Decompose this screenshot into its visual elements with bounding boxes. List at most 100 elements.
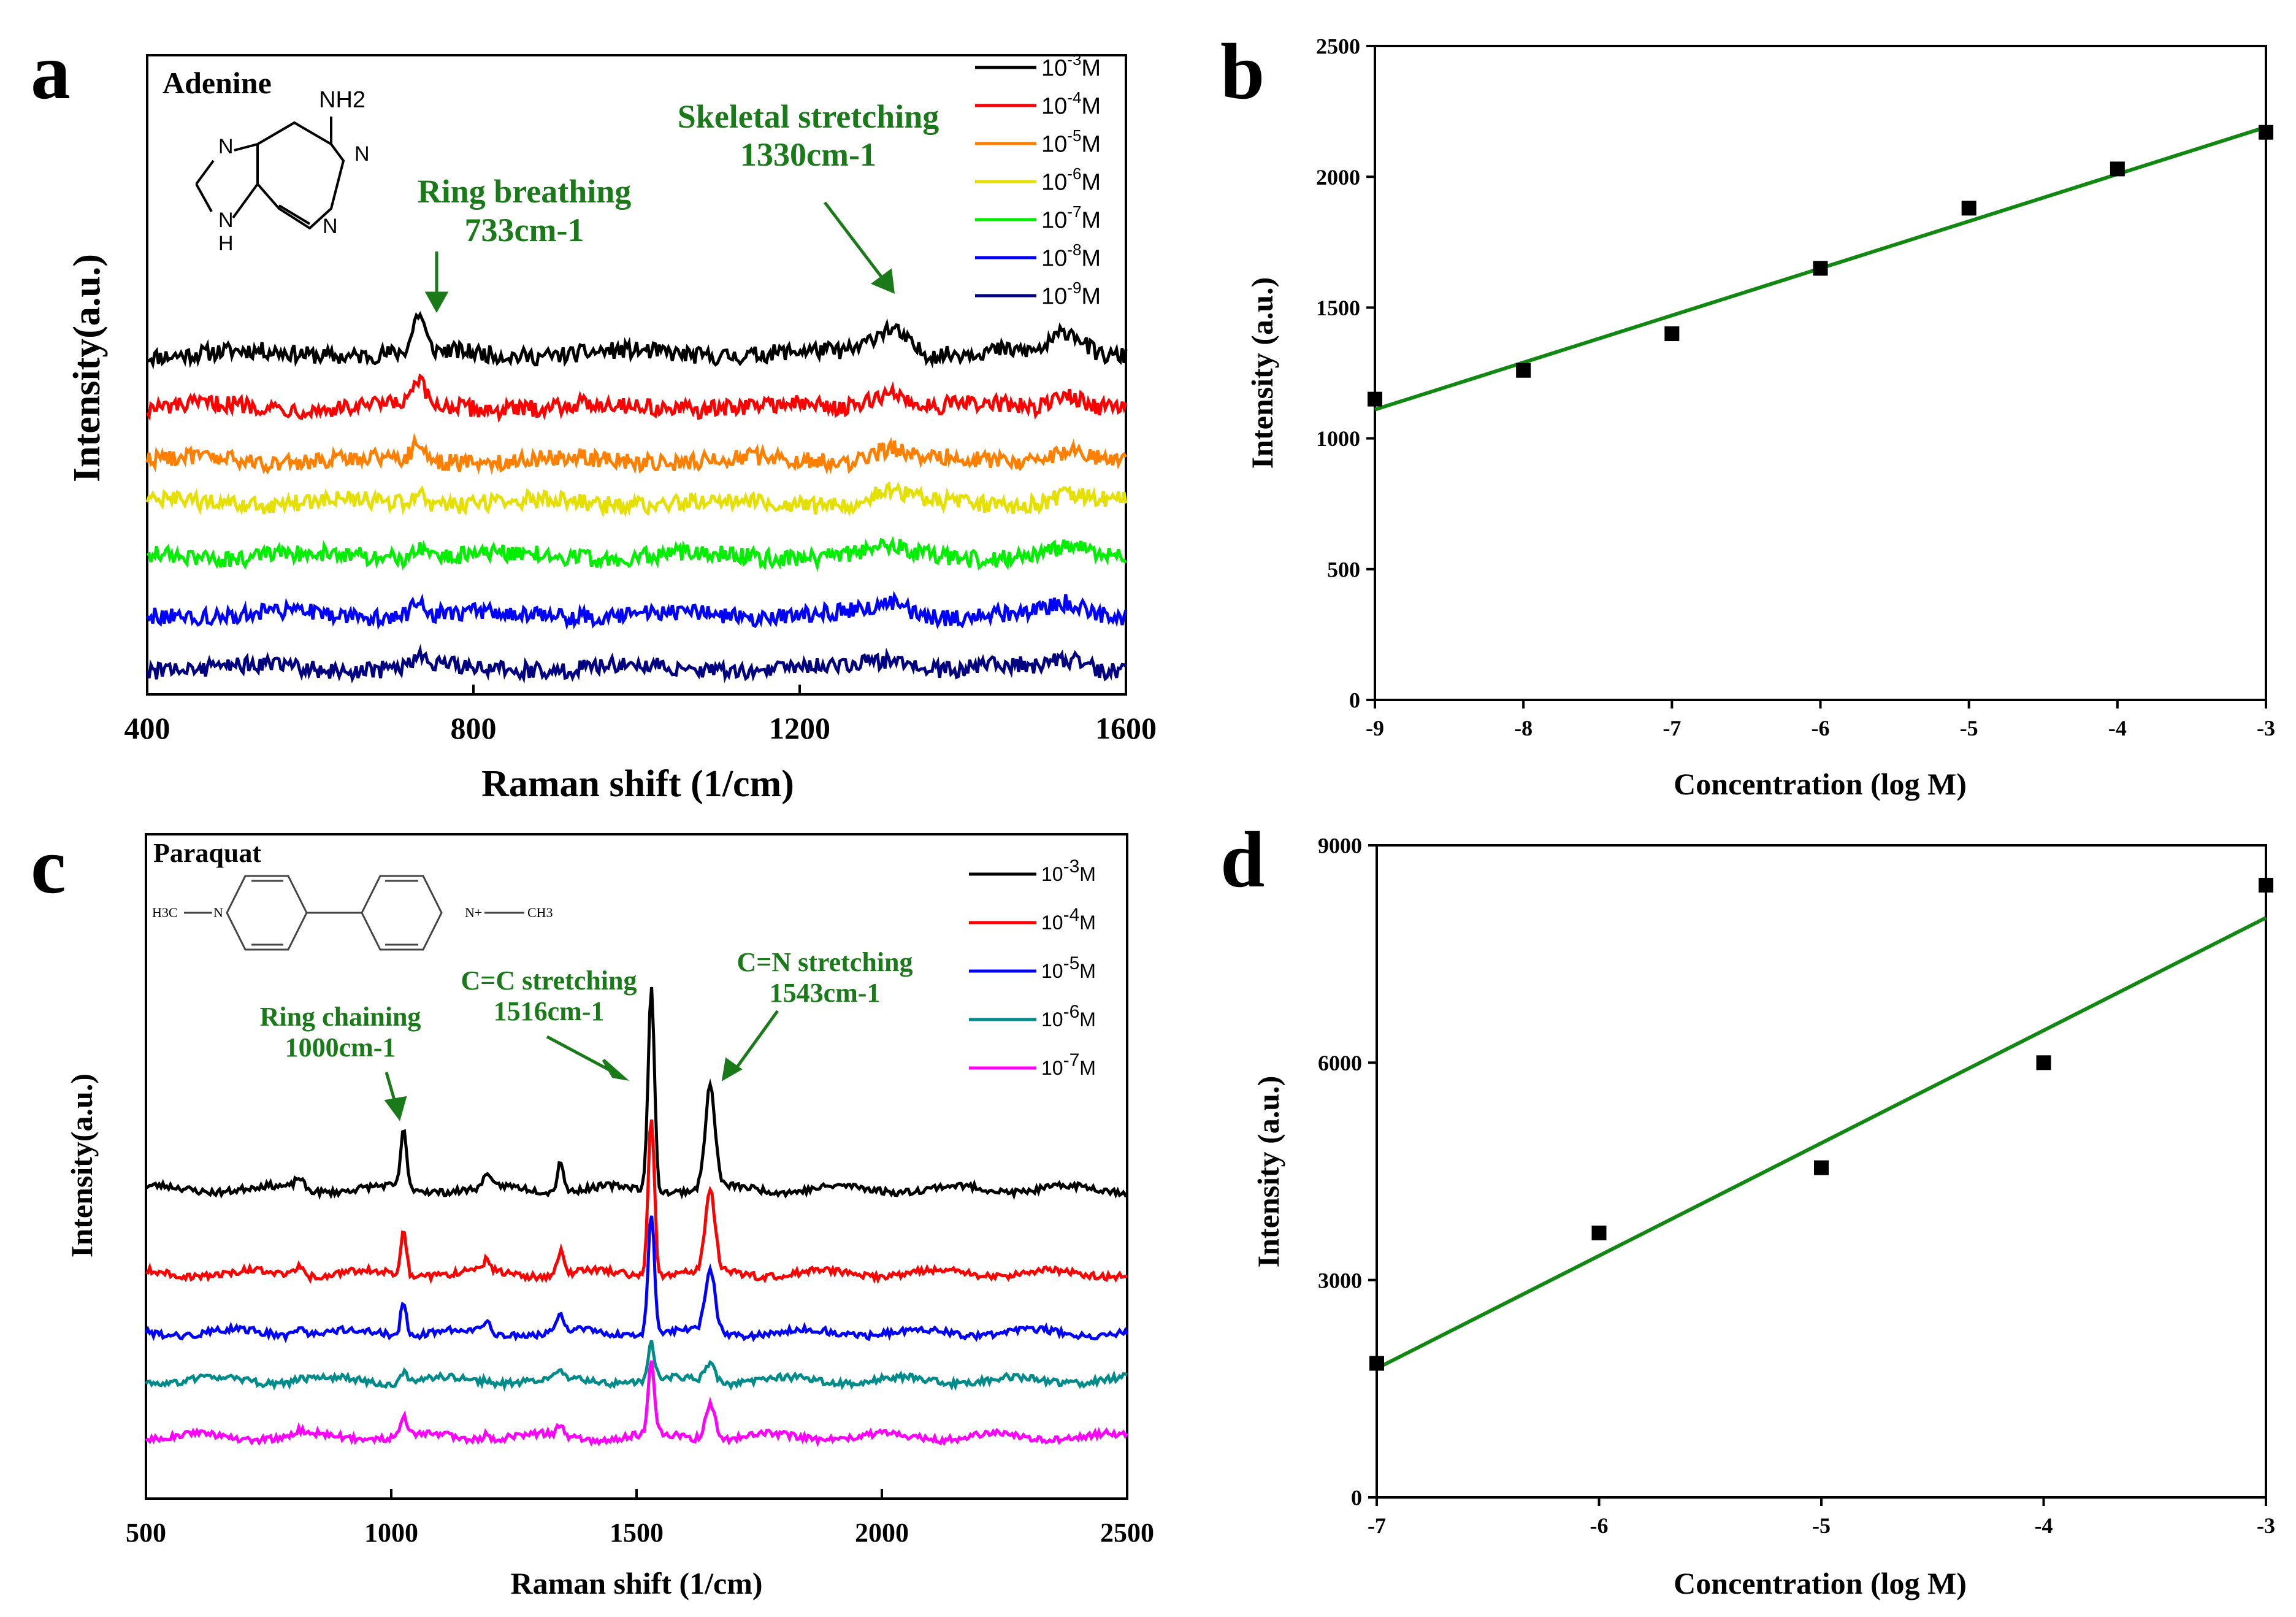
y-tick-label: 0 <box>1349 688 1360 713</box>
x-tick-label: -9 <box>1366 716 1384 740</box>
adenine-atom-n3: N <box>323 215 338 238</box>
y-tick-label: 6000 <box>1318 1051 1362 1075</box>
annotation-ring-breathing: Ring breathing 733cm-1 <box>418 173 632 248</box>
annotation-ring-breathing-value: 733cm-1 <box>465 212 584 248</box>
spectrum-line-m5 <box>144 1215 1129 1343</box>
scatter-plot-d: -7 -6 -5 -4 -3 0 3000 6000 9000 <box>1318 834 2275 1538</box>
spectrum-line-m6 <box>145 481 1128 518</box>
legend-label: 10-5M <box>1041 953 1096 982</box>
legend-label: 10-3M <box>1041 50 1101 81</box>
panel-label-d: d <box>1220 816 1265 904</box>
spectrum-line-m7 <box>145 1360 1128 1448</box>
x-tick-label: -4 <box>2035 1513 2053 1538</box>
x-ticks-c: 500 1000 1500 2000 2500 <box>126 1489 1154 1548</box>
x-ticks-a: 400 800 1200 1600 <box>124 685 1157 745</box>
molecule-name-a: Adenine <box>163 66 272 100</box>
data-point <box>1961 201 1976 216</box>
y-axis-label-a: Intensity(a.u.) <box>66 254 108 482</box>
data-point <box>1591 1225 1607 1240</box>
adenine-atom-n1: N <box>218 135 234 158</box>
y-tick-label: 2500 <box>1316 34 1360 59</box>
spectrum-line-m3 <box>147 311 1128 370</box>
x-axis-label-b: Concentration (log M) <box>1674 767 1967 801</box>
annotation-arrow-skeletal <box>824 201 884 280</box>
adenine-atom-n2: N <box>354 142 370 166</box>
spectrum-line-m3 <box>145 986 1128 1200</box>
data-point <box>2036 1055 2051 1070</box>
panel-label-c: c <box>31 822 66 910</box>
adenine-atom-h: H <box>218 232 234 255</box>
legend-label: 10-8M <box>1041 240 1101 271</box>
panel-a: a Adenine NH2 N N N N H Ring breathin <box>31 28 1157 805</box>
panel-d: d -7 -6 -5 -4 -3 0 3000 6000 9000 Intensity (a.u… <box>1220 816 2275 1600</box>
panel-b: b -9 -8 -7 -6 -5 -4 -3 0 500 1000 1500 2000 2500 Int… <box>1220 28 2275 801</box>
spectrum-line-m4 <box>145 1119 1128 1285</box>
annotation-cc-title: C=C stretching <box>461 966 637 996</box>
annotation-arrowhead-ring-breathing <box>424 291 449 313</box>
y-tick-label: 9000 <box>1318 834 1362 858</box>
data-point <box>1516 363 1531 378</box>
y-axis-label-d: Intensity (a.u.) <box>1251 1076 1285 1268</box>
annotation-ring-chaining-title: Ring chaining <box>260 1002 421 1032</box>
annotation-cc-value: 1516cm-1 <box>494 996 605 1026</box>
x-tick-label: -7 <box>1663 716 1681 740</box>
y-tick-label: 0 <box>1351 1486 1362 1510</box>
x-tick-label: -5 <box>1960 716 1978 740</box>
data-point <box>1813 261 1828 276</box>
scatter-plot-b: -9 -8 -7 -6 -5 -4 -3 0 500 1000 1500 2000 2500 <box>1316 34 2275 740</box>
data-point <box>1664 326 1680 342</box>
annotation-cn-title: C=N stretching <box>737 947 913 977</box>
molecule-name-c: Paraquat <box>153 838 261 868</box>
x-tick-label: 400 <box>124 711 170 745</box>
x-axis-label-c: Raman shift (1/cm) <box>510 1566 762 1600</box>
annotation-skeletal-title: Skeletal stretching <box>678 98 939 135</box>
adenine-atom-n4: N <box>218 209 234 232</box>
paraquat-group-ch3: CH3 <box>527 905 553 920</box>
panel-c: c Paraquat H3C N N+ CH3 Ring chaining <box>31 822 1154 1600</box>
legend-label: 10-4M <box>1041 88 1101 119</box>
y-axis-label-c: Intensity(a.u.) <box>64 1074 99 1258</box>
legend-label: 10-9M <box>1041 278 1101 309</box>
x-tick-label: 500 <box>126 1518 166 1548</box>
x-tick-label: -5 <box>1812 1513 1831 1538</box>
legend-c: 10-3M 10-4M 10-5M 10-6M 10-7M <box>969 856 1096 1079</box>
data-point <box>1368 391 1382 407</box>
plot-frame-b <box>1374 45 2267 701</box>
data-point <box>1369 1356 1384 1371</box>
annotation-cn-stretching: C=N stretching 1543cm-1 <box>737 947 913 1008</box>
x-tick-label: -7 <box>1368 1513 1386 1538</box>
x-tick-label: 2500 <box>1100 1518 1154 1548</box>
paraquat-bonds <box>184 875 524 951</box>
annotation-ring-chaining-value: 1000cm-1 <box>285 1032 396 1062</box>
spectra-a <box>145 311 1128 684</box>
y-tick-label: 500 <box>1327 557 1360 582</box>
x-tick-label: 1000 <box>364 1518 418 1548</box>
adenine-structure: Adenine NH2 N N N N H <box>163 66 370 255</box>
data-point <box>1814 1160 1829 1175</box>
y-tick-label: 2000 <box>1316 165 1360 190</box>
x-tick-label: -6 <box>1812 716 1830 740</box>
annotation-ring-chaining: Ring chaining 1000cm-1 <box>260 1002 421 1062</box>
legend-label: 10-7M <box>1041 1050 1096 1079</box>
spectrum-line-m8 <box>145 590 1128 631</box>
data-point <box>2110 161 2125 177</box>
linear-fit-line <box>1376 916 2267 1370</box>
legend-label: 10-5M <box>1041 126 1101 157</box>
plot-frame-a <box>146 54 1127 696</box>
legend-label: 10-6M <box>1041 1002 1096 1031</box>
adenine-atom-nh2: NH2 <box>319 87 365 113</box>
paraquat-structure: Paraquat H3C N N+ CH3 <box>152 838 553 951</box>
annotation-arrowhead-cc <box>602 1059 630 1081</box>
spectrum-line-m5 <box>145 432 1128 475</box>
x-tick-label: 1600 <box>1095 711 1157 745</box>
x-tick-label: 800 <box>451 711 497 745</box>
spectra-c <box>144 986 1129 1448</box>
spectrum-line-m6 <box>145 1340 1128 1392</box>
paraquat-group-n: N <box>213 905 223 920</box>
legend-label: 10-4M <box>1041 905 1096 934</box>
annotation-arrowhead-skeletal <box>870 268 895 294</box>
annotation-arrowhead-ring-chaining <box>384 1096 407 1121</box>
x-tick-label: -3 <box>2257 716 2275 740</box>
x-tick-label: 1500 <box>610 1518 664 1548</box>
